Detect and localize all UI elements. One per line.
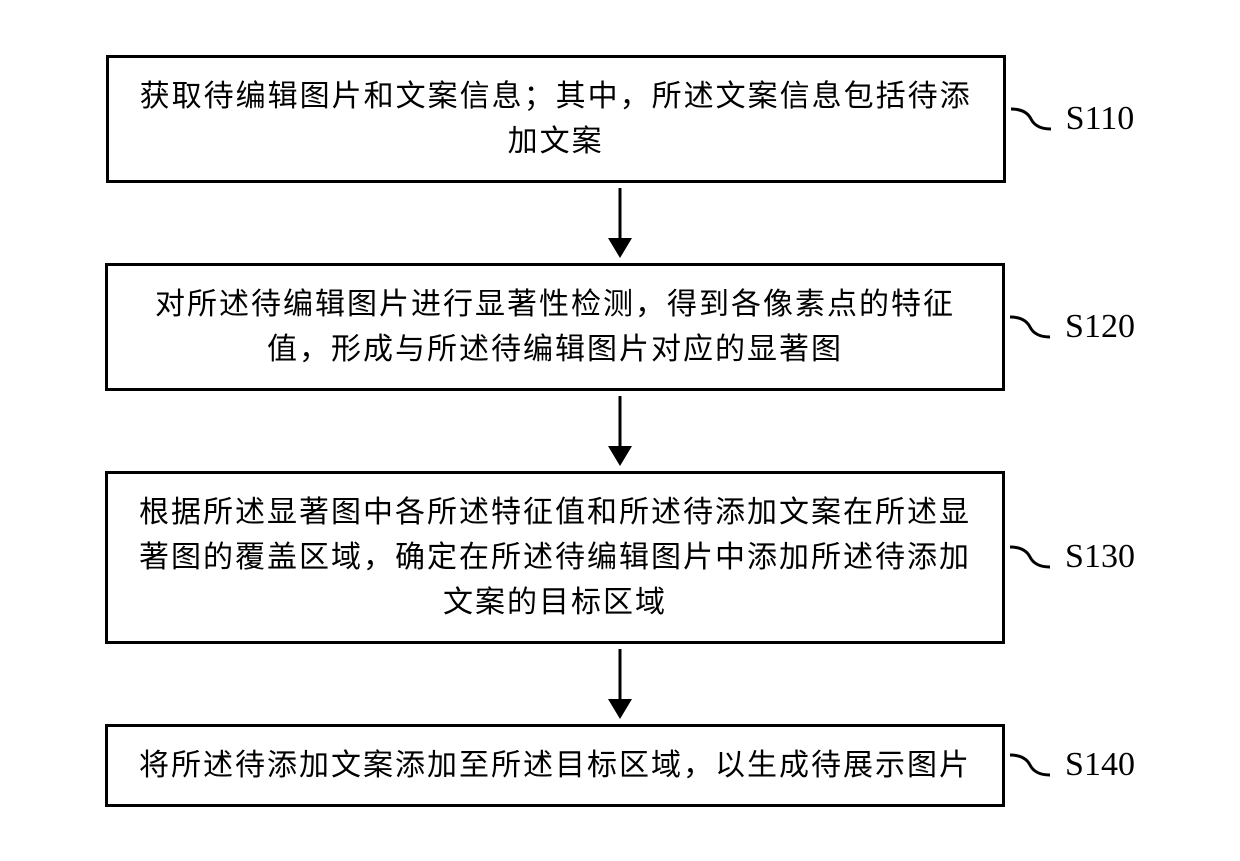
arrow-container-3 — [170, 649, 1070, 719]
step-box-1: 获取待编辑图片和文案信息；其中，所述文案信息包括待添加文案 — [106, 55, 1006, 183]
label-container-3: S130 — [1010, 538, 1135, 576]
step-label-3: S130 — [1065, 538, 1135, 576]
step-box-3: 根据所述显著图中各所述特征值和所述待添加文案在所述显著图的覆盖区域，确定在所述待… — [105, 471, 1005, 644]
arrow-down-icon — [600, 188, 640, 258]
arrow-container-1 — [170, 188, 1070, 258]
step-row-1: 获取待编辑图片和文案信息；其中，所述文案信息包括待添加文案 S110 — [106, 55, 1135, 183]
connector-curve-icon — [1010, 312, 1060, 342]
flowchart-container: 获取待编辑图片和文案信息；其中，所述文案信息包括待添加文案 S110 对所述待编… — [85, 35, 1155, 827]
step-row-2: 对所述待编辑图片进行显著性检测，得到各像素点的特征值，形成与所述待编辑图片对应的… — [105, 263, 1135, 391]
connector-curve-icon — [1010, 750, 1060, 780]
arrow-down-icon — [600, 396, 640, 466]
step-text-4: 将所述待添加文案添加至所述目标区域，以生成待展示图片 — [139, 743, 971, 788]
connector-curve-icon — [1011, 104, 1061, 134]
label-container-1: S110 — [1011, 100, 1135, 138]
arrow-container-2 — [170, 396, 1070, 466]
step-row-3: 根据所述显著图中各所述特征值和所述待添加文案在所述显著图的覆盖区域，确定在所述待… — [105, 471, 1135, 644]
label-container-2: S120 — [1010, 308, 1135, 346]
step-text-3: 根据所述显著图中各所述特征值和所述待添加文案在所述显著图的覆盖区域，确定在所述待… — [132, 490, 978, 625]
step-box-4: 将所述待添加文案添加至所述目标区域，以生成待展示图片 — [105, 724, 1005, 807]
step-row-4: 将所述待添加文案添加至所述目标区域，以生成待展示图片 S140 — [105, 724, 1135, 807]
label-container-4: S140 — [1010, 746, 1135, 784]
step-text-2: 对所述待编辑图片进行显著性检测，得到各像素点的特征值，形成与所述待编辑图片对应的… — [132, 282, 978, 372]
step-label-2: S120 — [1065, 308, 1135, 346]
connector-curve-icon — [1010, 542, 1060, 572]
arrow-down-icon — [600, 649, 640, 719]
step-text-1: 获取待编辑图片和文案信息；其中，所述文案信息包括待添加文案 — [133, 74, 979, 164]
step-label-1: S110 — [1066, 100, 1135, 138]
step-label-4: S140 — [1065, 746, 1135, 784]
step-box-2: 对所述待编辑图片进行显著性检测，得到各像素点的特征值，形成与所述待编辑图片对应的… — [105, 263, 1005, 391]
